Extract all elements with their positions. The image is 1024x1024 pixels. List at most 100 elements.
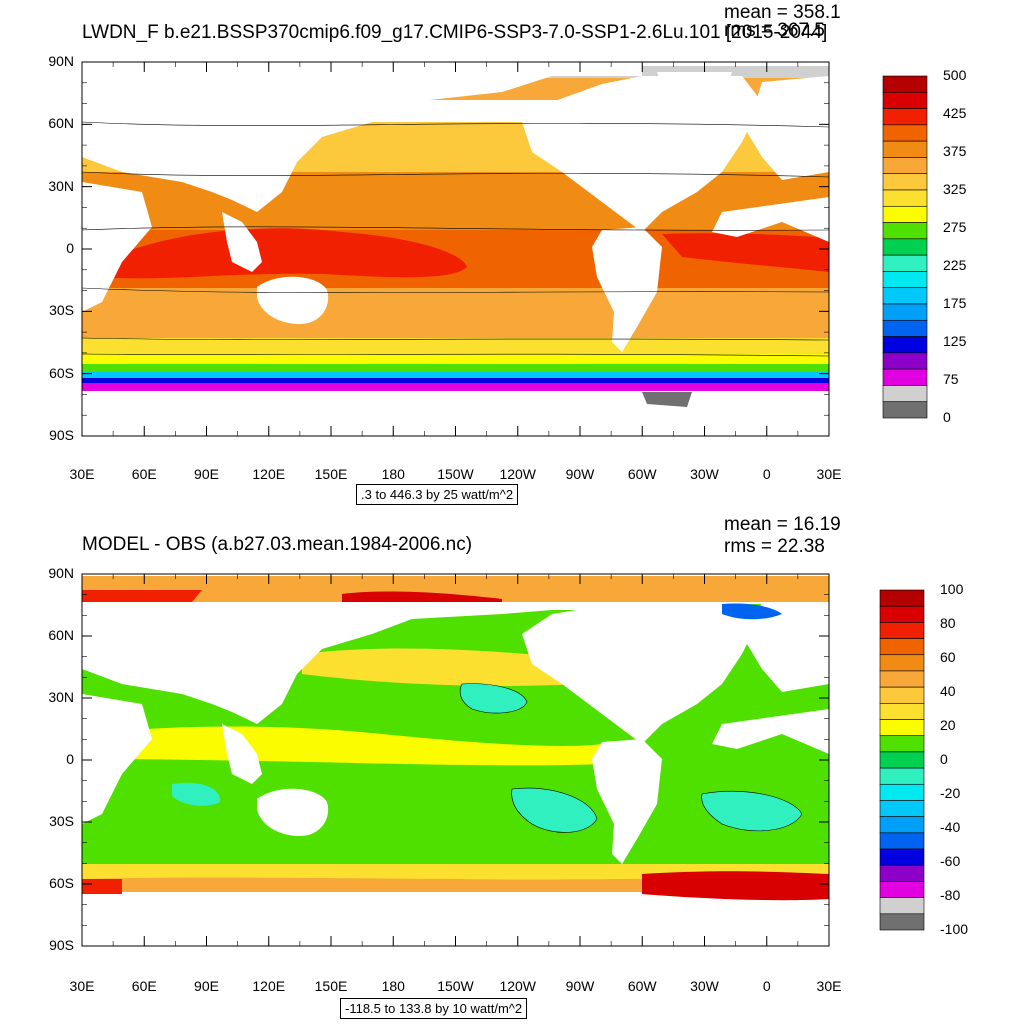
land-europe [747, 602, 829, 692]
lat-label: 60S [49, 364, 74, 381]
colorbar-swatch [882, 401, 928, 419]
colorbar-label: 375 [943, 143, 967, 159]
colorbar-label: 175 [943, 295, 967, 311]
bias-red-indian [82, 879, 122, 894]
map-plot [81, 573, 830, 947]
bias-blue-labrador [722, 603, 782, 620]
colorbar-swatch [879, 670, 925, 688]
colorbar-swatch [879, 719, 925, 737]
colorbar-swatch [879, 864, 925, 882]
bias-cyan-spac [511, 788, 597, 833]
colorbar-swatch [879, 897, 925, 915]
rms-value: rms = 367.5 [724, 20, 825, 41]
colorbar-swatch [882, 140, 928, 158]
lon-label: 150W [437, 978, 474, 994]
lon-label: 180 [381, 978, 405, 994]
colorbar-label: 425 [943, 105, 967, 121]
lat-label: 0 [66, 751, 74, 767]
land-namerica [522, 76, 762, 232]
colorbar-swatch [879, 848, 925, 866]
colorbar-swatch [879, 767, 925, 785]
land-africa [82, 182, 152, 312]
land-africa [82, 694, 152, 824]
band-s-cyan [82, 372, 829, 378]
lon-label: 30W [690, 978, 719, 994]
land-seasia [222, 724, 262, 784]
colorbar-swatch [879, 913, 925, 931]
colorbar-swatch [879, 816, 925, 834]
lat-label: 90S [49, 427, 74, 443]
lon-label: 30E [69, 978, 95, 994]
colorbar-label: 500 [943, 67, 967, 83]
warm-atlantic [662, 233, 829, 272]
land-antarctica [82, 904, 829, 946]
colorbar-swatch [879, 783, 925, 801]
colorbar-swatch [882, 254, 928, 272]
lon-label: 60E [131, 466, 157, 482]
colorbar-label: 0 [943, 409, 951, 425]
colorbar-label: 0 [940, 751, 948, 767]
land-africa-east [712, 197, 829, 242]
colorbar-label: 325 [943, 181, 967, 197]
colorbar-swatch [882, 108, 928, 126]
lat-label: 90N [48, 565, 74, 581]
land-antarctica [82, 391, 829, 436]
land-europe [747, 76, 829, 180]
lon-label: 30W [690, 466, 719, 482]
colorbar-swatch [882, 205, 928, 223]
colorbar-swatch [882, 173, 928, 191]
colorbar-label: 40 [940, 683, 956, 699]
colorbar-label: 225 [943, 257, 967, 273]
lat-label: 90N [48, 53, 74, 69]
land-samerica [592, 739, 662, 864]
colorbar-swatch [879, 800, 925, 817]
colorbar-swatch [882, 287, 928, 305]
colorbar-swatch [882, 189, 928, 207]
colorbar-swatch [882, 238, 928, 256]
contour-info-box: .3 to 446.3 by 25 watt/m^2 [356, 484, 519, 505]
bias-cyan-indian [172, 782, 221, 806]
colorbar [879, 589, 925, 931]
colorbar-swatch [879, 638, 925, 656]
lat-label: 30N [48, 177, 74, 194]
lon-label: 30E [816, 466, 842, 482]
colorbar-label: -20 [940, 785, 961, 801]
lon-label: 150E [314, 466, 348, 482]
colorbar-swatch [882, 91, 928, 109]
colorbar-swatch [879, 703, 925, 720]
colorbar-label: 80 [940, 615, 956, 631]
lat-label: 90S [49, 937, 74, 953]
lon-label: 90W [565, 978, 595, 994]
lon-label: 30E [69, 466, 95, 482]
land-greenland [657, 72, 732, 117]
colorbar-label: 75 [943, 371, 959, 387]
lon-label: 150E [314, 978, 348, 994]
colorbar-swatch [879, 881, 925, 898]
colorbar-label: -100 [940, 921, 969, 937]
colorbar-swatch [882, 368, 928, 386]
lon-label: 0 [762, 978, 771, 994]
colorbar-swatch [882, 271, 928, 289]
mean-value: mean = 358.1 [724, 2, 841, 23]
colorbar-label: -80 [940, 887, 961, 903]
lon-label: 120E [252, 978, 286, 994]
lon-label: 120E [252, 466, 286, 482]
land-australia [257, 276, 329, 324]
colorbar-swatch [879, 605, 925, 623]
band-s-blue [82, 378, 829, 383]
band-s-mid [82, 338, 829, 354]
lon-label: 60W [627, 466, 657, 482]
lat-label: 30S [49, 813, 74, 829]
lon-label: 90E [194, 978, 219, 994]
colorbar-label: -40 [940, 819, 961, 835]
lon-label: 90E [194, 466, 219, 482]
bias-arctic-hot2 [82, 590, 202, 602]
colorbar-swatch [882, 303, 928, 321]
land-australia [257, 788, 329, 836]
colorbar-swatch [879, 654, 925, 672]
colorbar-swatch [879, 589, 925, 607]
lon-label: 150W [437, 466, 474, 482]
bias-yellow-tropic [82, 726, 602, 766]
contour-info-box: -118.5 to 133.8 by 10 watt/m^2 [340, 998, 528, 1019]
band-s-mag [82, 383, 829, 391]
